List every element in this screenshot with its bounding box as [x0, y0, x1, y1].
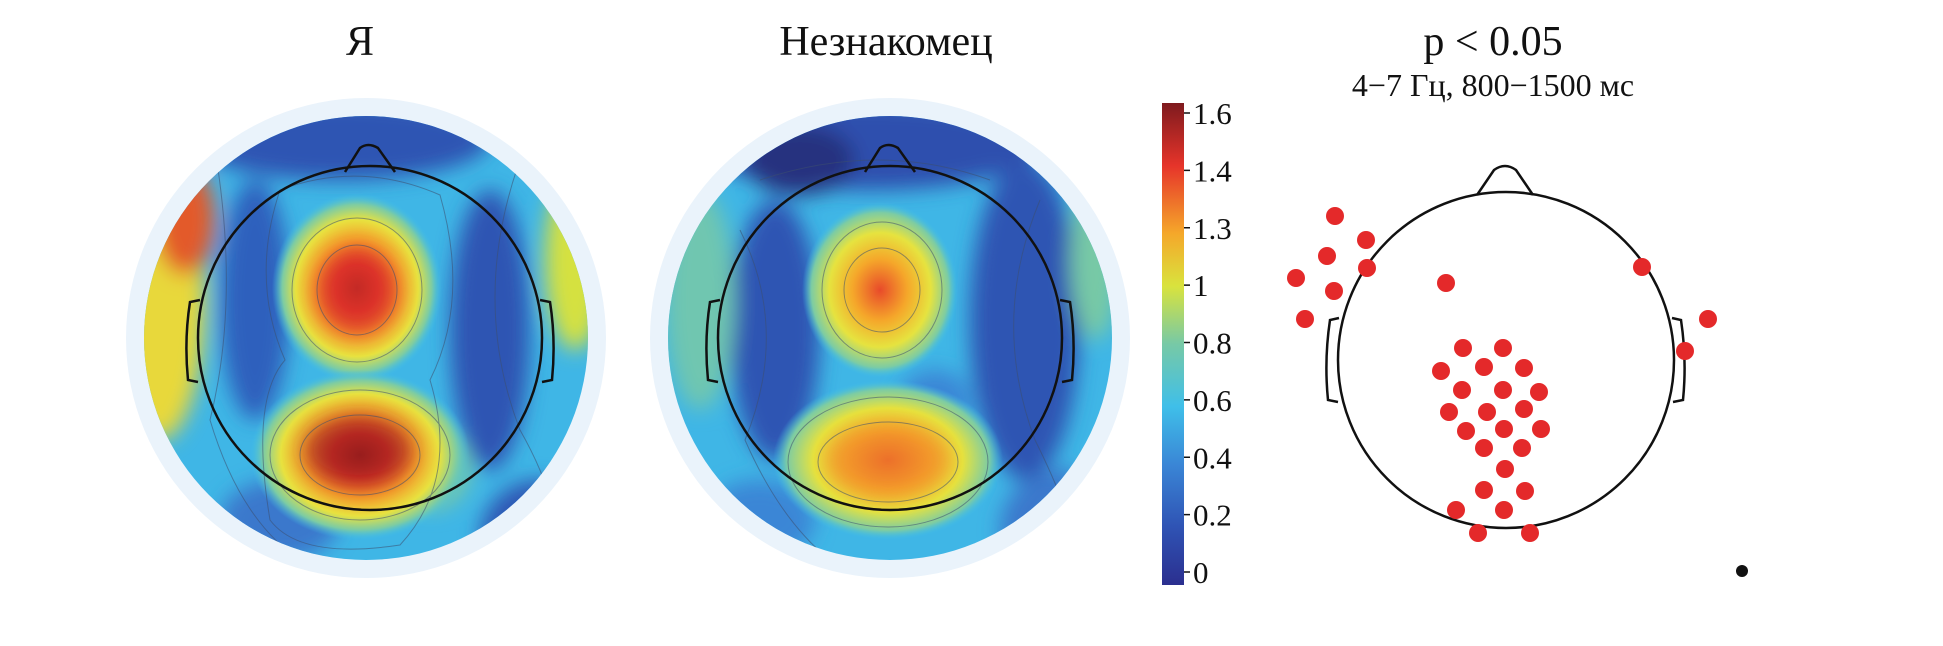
colorbar-tick-label: 0.4 [1193, 440, 1232, 475]
significant-electrode [1495, 501, 1513, 519]
significant-electrode [1516, 482, 1534, 500]
significant-electrode [1318, 247, 1336, 265]
colorbar: 1.6 1.4 1.3 1 0.8 0.6 0.4 0.2 0 [1162, 96, 1232, 590]
colorbar-tick-label: 0.2 [1193, 498, 1232, 533]
significant-electrode [1287, 269, 1305, 287]
significant-electrode [1453, 381, 1471, 399]
significant-electrode [1440, 403, 1458, 421]
significant-electrode [1699, 310, 1717, 328]
panel-title-stranger: Незнакомец [779, 19, 992, 65]
significant-electrode [1515, 400, 1533, 418]
significant-electrodes [1287, 207, 1717, 542]
topomap-stranger [650, 98, 1130, 578]
significant-electrode [1447, 501, 1465, 519]
significant-electrode [1530, 383, 1548, 401]
significant-electrode [1469, 524, 1487, 542]
significant-electrode [1358, 259, 1376, 277]
significant-electrode [1432, 362, 1450, 380]
significant-electrode [1513, 439, 1531, 457]
significant-electrode [1454, 339, 1472, 357]
significant-electrode [1478, 403, 1496, 421]
significant-electrode [1633, 258, 1651, 276]
significant-electrode [1495, 420, 1513, 438]
colorbar-ticks: 1.6 1.4 1.3 1 0.8 0.6 0.4 0.2 0 [1184, 96, 1232, 590]
colorbar-tick-label: 1.4 [1193, 153, 1232, 188]
significant-electrode [1357, 231, 1375, 249]
colorbar-gradient [1162, 103, 1184, 585]
colorbar-tick-label: 0.8 [1193, 326, 1232, 361]
significant-electrode [1326, 207, 1344, 225]
significant-electrode [1296, 310, 1314, 328]
significant-electrode [1532, 420, 1550, 438]
colorbar-tick-label: 1.3 [1193, 211, 1232, 246]
significant-electrode [1475, 481, 1493, 499]
panel-subtitle-significance: 4−7 Гц, 800−1500 мс [1352, 67, 1634, 103]
significant-electrode [1457, 422, 1475, 440]
colorbar-tick-label: 0 [1193, 555, 1209, 590]
colorbar-tick-label: 0.6 [1193, 383, 1232, 418]
significant-electrode [1325, 282, 1343, 300]
significant-electrode [1494, 339, 1512, 357]
significant-electrode [1676, 342, 1694, 360]
significance-map [1287, 164, 1748, 577]
significant-electrode [1475, 358, 1493, 376]
panel-title-self: Я [346, 19, 374, 65]
colorbar-tick-label: 1 [1193, 268, 1209, 303]
significant-electrode [1521, 524, 1539, 542]
topomap-self [126, 98, 606, 578]
colorbar-tick-label: 1.6 [1193, 96, 1232, 131]
significant-electrode [1475, 439, 1493, 457]
significant-electrode [1496, 460, 1514, 478]
panel-title-significance: p < 0.05 [1423, 19, 1562, 65]
significant-electrode [1494, 381, 1512, 399]
marker-dot [1736, 565, 1748, 577]
significant-electrode [1515, 359, 1533, 377]
significant-electrode [1437, 274, 1455, 292]
head-outline [1325, 164, 1686, 530]
